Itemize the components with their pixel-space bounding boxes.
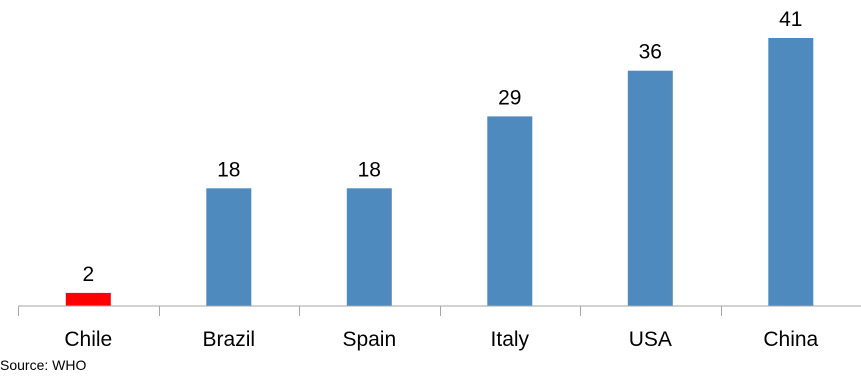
bar-chile [65, 292, 111, 306]
data-label-spain: 18 [358, 158, 381, 181]
data-label-brazil: 18 [217, 158, 240, 181]
category-labels-layer: Chile Brazil Spain Italy USA China [64, 328, 818, 351]
x-tick-label-spain: Spain [342, 328, 396, 351]
bar-spain [346, 188, 392, 306]
x-tick-label-brazil: Brazil [203, 328, 256, 351]
data-label-italy: 29 [498, 86, 521, 109]
data-label-chile: 2 [82, 263, 94, 286]
bars-layer [65, 38, 814, 307]
bar-italy [487, 116, 533, 307]
value-labels-layer: 2 18 18 29 36 41 [82, 8, 802, 286]
bar-brazil [206, 188, 252, 306]
x-tick-label-chile: Chile [64, 328, 112, 351]
data-label-usa: 36 [639, 41, 662, 64]
x-tick-label-italy: Italy [491, 328, 530, 351]
source-note: Source: WHO [0, 357, 87, 373]
data-label-china: 41 [779, 8, 802, 31]
x-axis-ticks [18, 306, 722, 316]
x-tick-label-usa: USA [629, 328, 672, 351]
bar-china [768, 38, 814, 306]
bar-usa [627, 70, 673, 306]
x-tick-label-china: China [763, 328, 818, 351]
